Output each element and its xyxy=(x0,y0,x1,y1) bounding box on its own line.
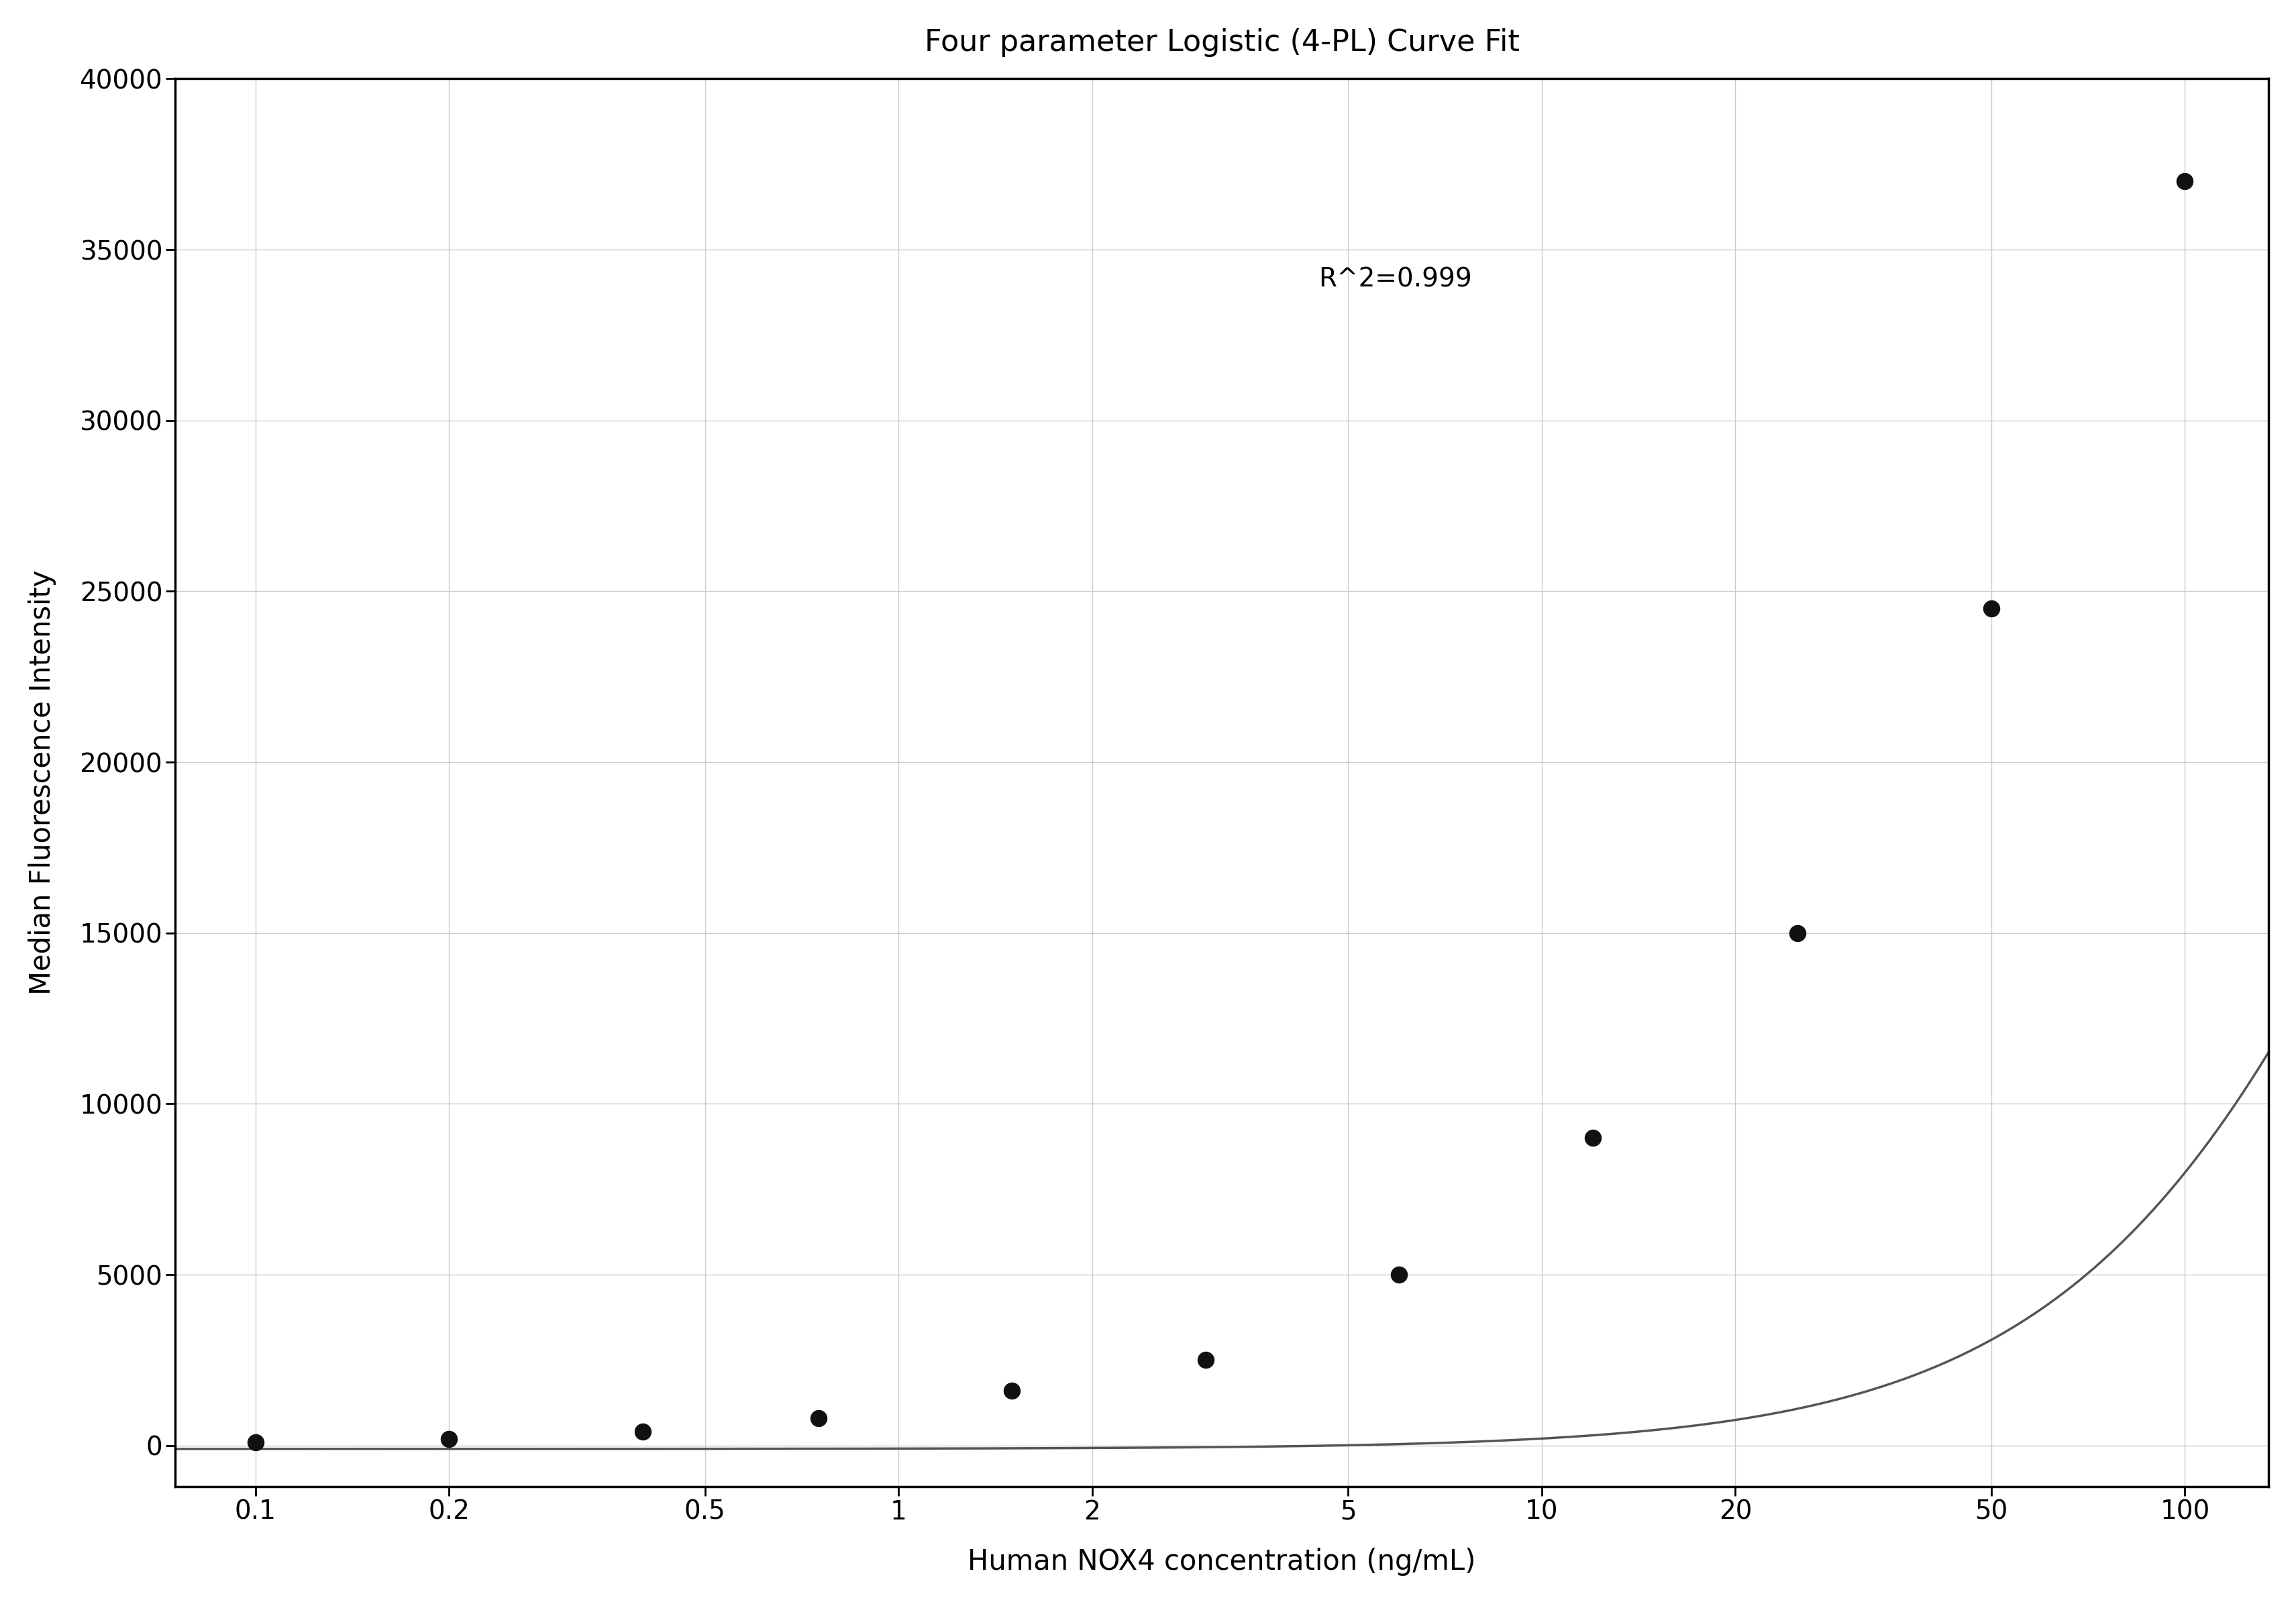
X-axis label: Human NOX4 concentration (ng/mL): Human NOX4 concentration (ng/mL) xyxy=(967,1548,1476,1577)
Text: R^2=0.999: R^2=0.999 xyxy=(1318,266,1472,292)
Point xyxy=(799,1405,836,1431)
Point xyxy=(1779,921,1816,946)
Point xyxy=(236,1429,273,1455)
Point xyxy=(625,1420,661,1445)
Point xyxy=(994,1378,1031,1404)
Point xyxy=(1380,1262,1417,1288)
Point xyxy=(1573,1124,1609,1150)
Point xyxy=(1972,595,2009,621)
Y-axis label: Median Fluorescence Intensity: Median Fluorescence Intensity xyxy=(28,569,55,994)
Point xyxy=(2165,168,2202,194)
Title: Four parameter Logistic (4-PL) Curve Fit: Four parameter Logistic (4-PL) Curve Fit xyxy=(923,27,1520,56)
Point xyxy=(1187,1347,1224,1373)
Point xyxy=(432,1426,468,1452)
